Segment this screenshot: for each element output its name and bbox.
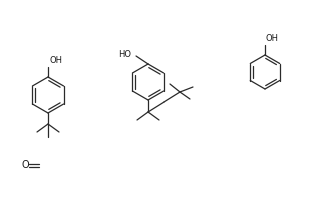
Text: OH: OH	[49, 56, 62, 65]
Text: HO: HO	[118, 49, 131, 59]
Text: OH: OH	[266, 34, 279, 43]
Text: O: O	[22, 160, 30, 170]
